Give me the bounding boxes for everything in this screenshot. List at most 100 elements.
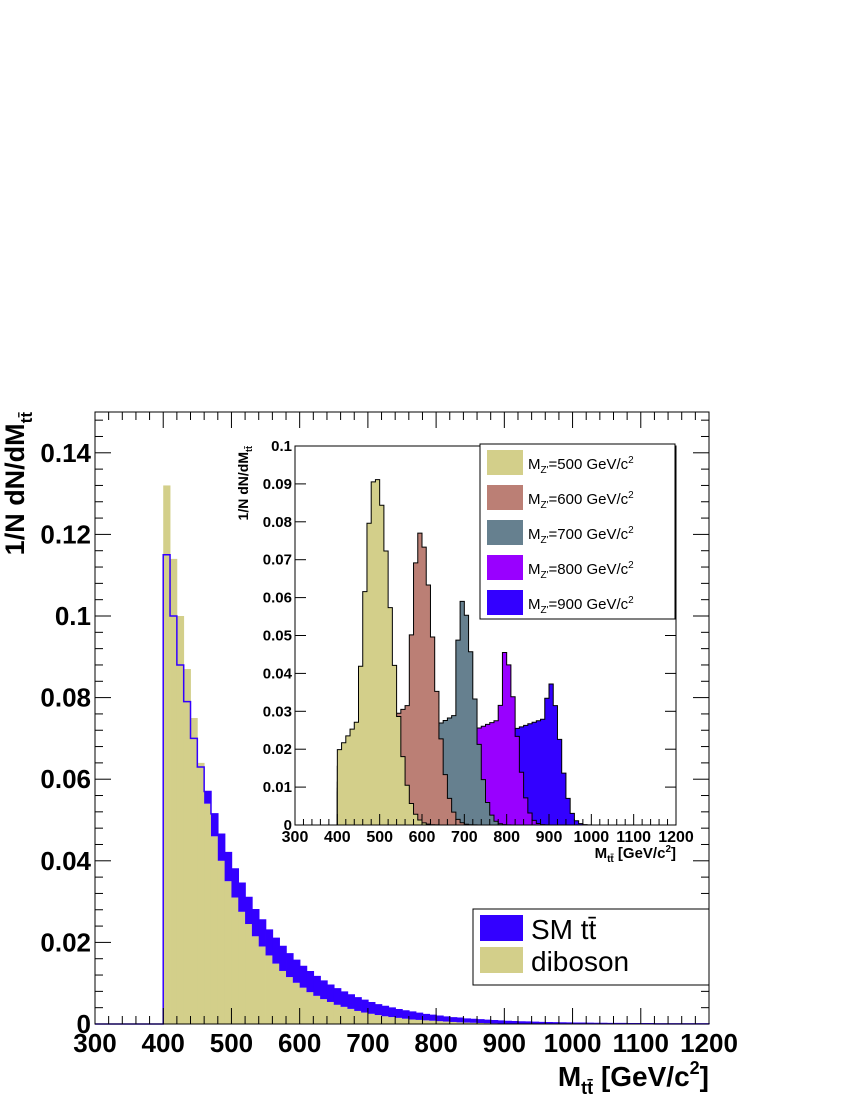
bar-diboson	[238, 911, 246, 1024]
bar-diboson	[224, 881, 232, 1024]
bar-sm-ttbar	[299, 966, 307, 988]
inset-x-tick-label: 400	[324, 829, 351, 846]
x-tick-label: 400	[142, 1028, 185, 1058]
inset-y-tick-label: 0.07	[263, 552, 292, 569]
x-tick-label: 900	[483, 1028, 526, 1058]
y-axis-title: 1/N dN/dMtt̄	[0, 412, 36, 556]
bar-diboson	[402, 1018, 410, 1024]
inset-x-tick-label: 700	[451, 829, 478, 846]
bar-sm-ttbar	[524, 1022, 533, 1024]
x-tick-label: 800	[414, 1028, 457, 1058]
bar-sm-ttbar	[210, 813, 219, 837]
bar-diboson	[210, 836, 219, 1024]
x-tick-label: 600	[278, 1028, 321, 1058]
bar-sm-ttbar	[367, 1002, 376, 1014]
inset-y-tick-label: 0.06	[263, 590, 292, 607]
bar-sm-ttbar	[313, 976, 321, 996]
inset-y-tick-label: 0.05	[263, 628, 292, 645]
bar-diboson	[313, 995, 321, 1024]
bar-sm-ttbar	[279, 946, 287, 971]
legend-main: SM tt̄diboson	[472, 908, 710, 986]
inset-y-tick-label: 0.01	[263, 779, 292, 796]
bar-sm-ttbar	[463, 1019, 471, 1023]
series-diboson	[163, 485, 710, 1024]
inset-x-tick-label: 1000	[574, 829, 610, 846]
y-tick-label: 0	[77, 1009, 91, 1039]
bar-sm-ttbar	[395, 1009, 403, 1018]
bar-diboson	[170, 558, 178, 1024]
bar-diboson	[395, 1017, 403, 1024]
bar-sm-ttbar	[347, 995, 355, 1009]
bar-diboson	[320, 999, 328, 1024]
y-tick-label: 0.06	[40, 764, 91, 794]
bar-sm-ttbar	[490, 1020, 498, 1024]
bar-sm-ttbar	[265, 930, 273, 956]
y-axis: 0 0.02 0.04 0.06 0.08 0.1 0.12 0.14	[40, 419, 709, 1039]
bar-diboson	[197, 762, 205, 1024]
bar-sm-ttbar	[217, 834, 226, 861]
x-tick-label: 300	[73, 1028, 116, 1058]
legend-swatch	[480, 915, 523, 941]
bar-sm-ttbar	[388, 1008, 396, 1018]
legend-label: diboson	[531, 946, 629, 977]
bar-sm-ttbar	[470, 1019, 478, 1023]
inset-legend-swatch	[487, 590, 523, 615]
bar-diboson	[204, 803, 212, 1024]
bar-diboson	[183, 669, 191, 1024]
bar-sm-ttbar	[326, 985, 335, 1002]
inset-y-tick-label: 0.03	[263, 703, 292, 720]
bar-sm-ttbar	[251, 909, 260, 937]
inset-legend-swatch	[487, 555, 523, 580]
bar-diboson	[190, 718, 198, 1024]
bar-sm-ttbar	[340, 992, 348, 1007]
bar-sm-ttbar	[231, 868, 239, 898]
bar-sm-ttbar	[258, 919, 266, 947]
bar-diboson	[258, 946, 266, 1024]
bar-sm-ttbar	[497, 1021, 505, 1024]
inset-x-tick-label: 500	[366, 829, 393, 846]
bar-diboson	[354, 1010, 362, 1024]
bar-diboson	[299, 987, 307, 1024]
inset-y-axis-title: 1/N dN/dMtt̄	[235, 446, 254, 521]
bar-sm-ttbar	[245, 897, 253, 925]
inset-legend-swatch	[487, 485, 523, 510]
bar-diboson	[374, 1015, 382, 1024]
inset-y-tick-label: 0.1	[271, 438, 292, 455]
bar-diboson	[408, 1019, 417, 1024]
bar-diboson	[388, 1017, 396, 1024]
y-tick-label: 0.12	[40, 519, 91, 549]
bar-sm-ttbar	[408, 1012, 417, 1020]
y-tick-label: 0.08	[40, 683, 91, 713]
bar-diboson	[429, 1020, 437, 1024]
bar-sm-ttbar	[292, 960, 301, 983]
bar-sm-ttbar	[204, 791, 212, 804]
bar-diboson	[361, 1012, 369, 1024]
bar-sm-ttbar	[442, 1017, 451, 1022]
bar-diboson	[470, 1022, 478, 1024]
inset-y-tick-label: 0.02	[263, 741, 292, 758]
bar-sm-ttbar	[511, 1021, 519, 1024]
bar-diboson	[422, 1020, 430, 1024]
inset-x-tick-label: 1200	[658, 829, 694, 846]
inset-y-axis: 0 0.01 0.02 0.03 0.04 0.05 0.06 0.07 0.08 0.09 0.1	[263, 438, 676, 834]
inset-y-tick-label: 0.04	[263, 665, 293, 682]
bar-diboson	[463, 1022, 471, 1024]
bar-sm-ttbar	[224, 852, 232, 882]
bar-diboson	[456, 1022, 464, 1024]
x-tick-label: 1200	[680, 1028, 738, 1058]
inset-y-tick-label: 0.08	[263, 514, 292, 531]
bar-sm-ttbar	[238, 883, 246, 912]
x-tick-label: 500	[210, 1028, 253, 1058]
x-tick-label: 1000	[544, 1028, 602, 1058]
bar-diboson	[163, 485, 171, 1024]
bar-sm-ttbar	[381, 1006, 389, 1017]
series-sm-ttbar	[204, 791, 710, 1024]
bar-sm-ttbar	[286, 953, 294, 978]
bar-diboson	[333, 1004, 341, 1024]
bar-sm-ttbar	[429, 1015, 437, 1021]
inset-x-tick-label: 1100	[616, 829, 651, 846]
inset-legend-label: MZ'=500 GeV/c2	[528, 455, 634, 476]
bar-diboson	[279, 970, 287, 1024]
inset-y-tick-label: 0	[284, 817, 292, 834]
bar-sm-ttbar	[504, 1021, 512, 1024]
